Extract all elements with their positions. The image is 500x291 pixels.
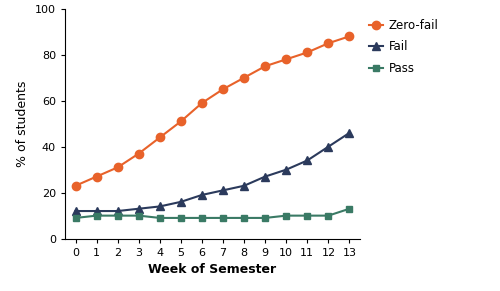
Zero-fail — [94, 175, 100, 178]
Pass — [326, 214, 332, 217]
Pass — [136, 214, 142, 217]
Fail — [241, 184, 247, 187]
Pass — [283, 214, 289, 217]
Pass — [346, 207, 352, 210]
Zero-fail — [262, 65, 268, 68]
Line: Pass: Pass — [72, 205, 353, 221]
Zero-fail — [157, 136, 163, 139]
Zero-fail — [220, 88, 226, 91]
Pass — [262, 216, 268, 220]
Fail — [157, 205, 163, 208]
Fail — [178, 200, 184, 204]
Line: Zero-fail: Zero-fail — [72, 32, 354, 190]
Zero-fail — [136, 152, 142, 155]
Line: Fail: Fail — [72, 129, 354, 215]
Pass — [241, 216, 247, 220]
Fail — [346, 131, 352, 135]
Zero-fail — [304, 51, 310, 54]
Fail — [326, 145, 332, 148]
Pass — [114, 214, 120, 217]
Pass — [157, 216, 163, 220]
Pass — [94, 214, 100, 217]
Zero-fail — [346, 35, 352, 38]
Fail — [283, 168, 289, 171]
Fail — [72, 209, 78, 213]
Pass — [199, 216, 205, 220]
Zero-fail — [283, 58, 289, 61]
Zero-fail — [199, 101, 205, 105]
Pass — [220, 216, 226, 220]
Fail — [136, 207, 142, 210]
Fail — [114, 209, 120, 213]
Fail — [262, 175, 268, 178]
Zero-fail — [178, 120, 184, 123]
Zero-fail — [72, 184, 78, 187]
Pass — [178, 216, 184, 220]
Fail — [304, 159, 310, 162]
Legend: Zero-fail, Fail, Pass: Zero-fail, Fail, Pass — [369, 19, 439, 75]
Zero-fail — [326, 42, 332, 45]
Zero-fail — [114, 166, 120, 169]
Pass — [304, 214, 310, 217]
X-axis label: Week of Semester: Week of Semester — [148, 263, 276, 276]
Fail — [199, 193, 205, 197]
Fail — [94, 209, 100, 213]
Zero-fail — [241, 76, 247, 79]
Y-axis label: % of students: % of students — [16, 81, 30, 167]
Pass — [72, 216, 78, 220]
Fail — [220, 189, 226, 192]
